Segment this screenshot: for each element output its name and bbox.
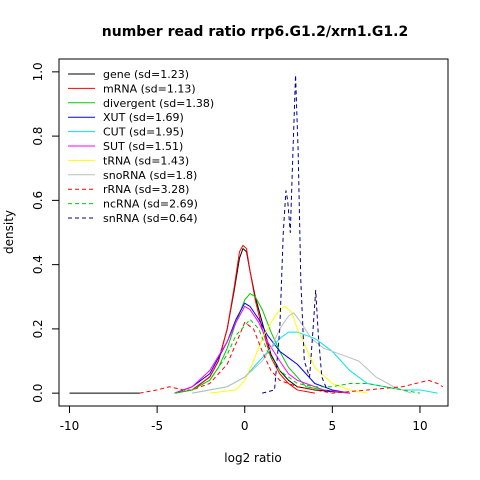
- series-line-10: [262, 74, 333, 394]
- legend-label: CUT (sd=1.95): [103, 126, 184, 139]
- series-line-1: [174, 244, 315, 394]
- legend-label: snRNA (sd=0.64): [103, 212, 198, 225]
- y-tick-label: 0.2: [31, 319, 45, 338]
- legend-label: snoRNA (sd=1.8): [103, 169, 197, 182]
- y-axis-label: density: [2, 210, 16, 254]
- legend: gene (sd=1.23)mRNA (sd=1.13) divergent (s…: [68, 68, 214, 225]
- y-tick-label: 0.8: [31, 127, 45, 146]
- legend-label: mRNA (sd=1.13): [103, 82, 196, 95]
- x-axis-label: log2 ratio: [224, 451, 281, 465]
- series-line-0: [174, 248, 350, 394]
- y-axis: 0.0 0.2 0.4 0.6 0.8 1.0: [31, 62, 59, 403]
- x-tick-label: -5: [151, 419, 163, 433]
- y-tick-label: 0.0: [31, 384, 45, 403]
- y-tick-label: 0.4: [31, 255, 45, 274]
- y-tick-label: 0.6: [31, 191, 45, 210]
- series-line-9: [174, 318, 421, 394]
- x-axis: -10 -5 0 5 10: [60, 406, 428, 433]
- x-tick-label: -10: [60, 419, 80, 433]
- series-line-5: [174, 305, 350, 394]
- legend-label: XUT (sd=1.69): [103, 111, 184, 124]
- chart-title: number read ratio rrp6.G1.2/xrn1.G1.2: [102, 24, 408, 40]
- legend-label: tRNA (sd=1.43): [103, 154, 189, 167]
- y-tick-label: 1.0: [31, 62, 45, 81]
- x-tick-label: 5: [329, 419, 337, 433]
- legend-label: rRNA (sd=3.28): [103, 183, 189, 196]
- legend-label: gene (sd=1.23): [103, 68, 189, 81]
- series-line-7: [192, 312, 412, 394]
- legend-label: divergent (sd=1.38): [103, 97, 214, 110]
- series-line-2: [174, 293, 350, 394]
- legend-label: ncRNA (sd=2.69): [103, 198, 198, 211]
- x-tick-label: 0: [241, 419, 249, 433]
- series-layer: [69, 74, 444, 394]
- legend-label: SUT (sd=1.51): [103, 140, 183, 153]
- x-tick-label: 10: [412, 419, 427, 433]
- series-line-3: [174, 302, 350, 394]
- plot-frame: [58, 58, 449, 407]
